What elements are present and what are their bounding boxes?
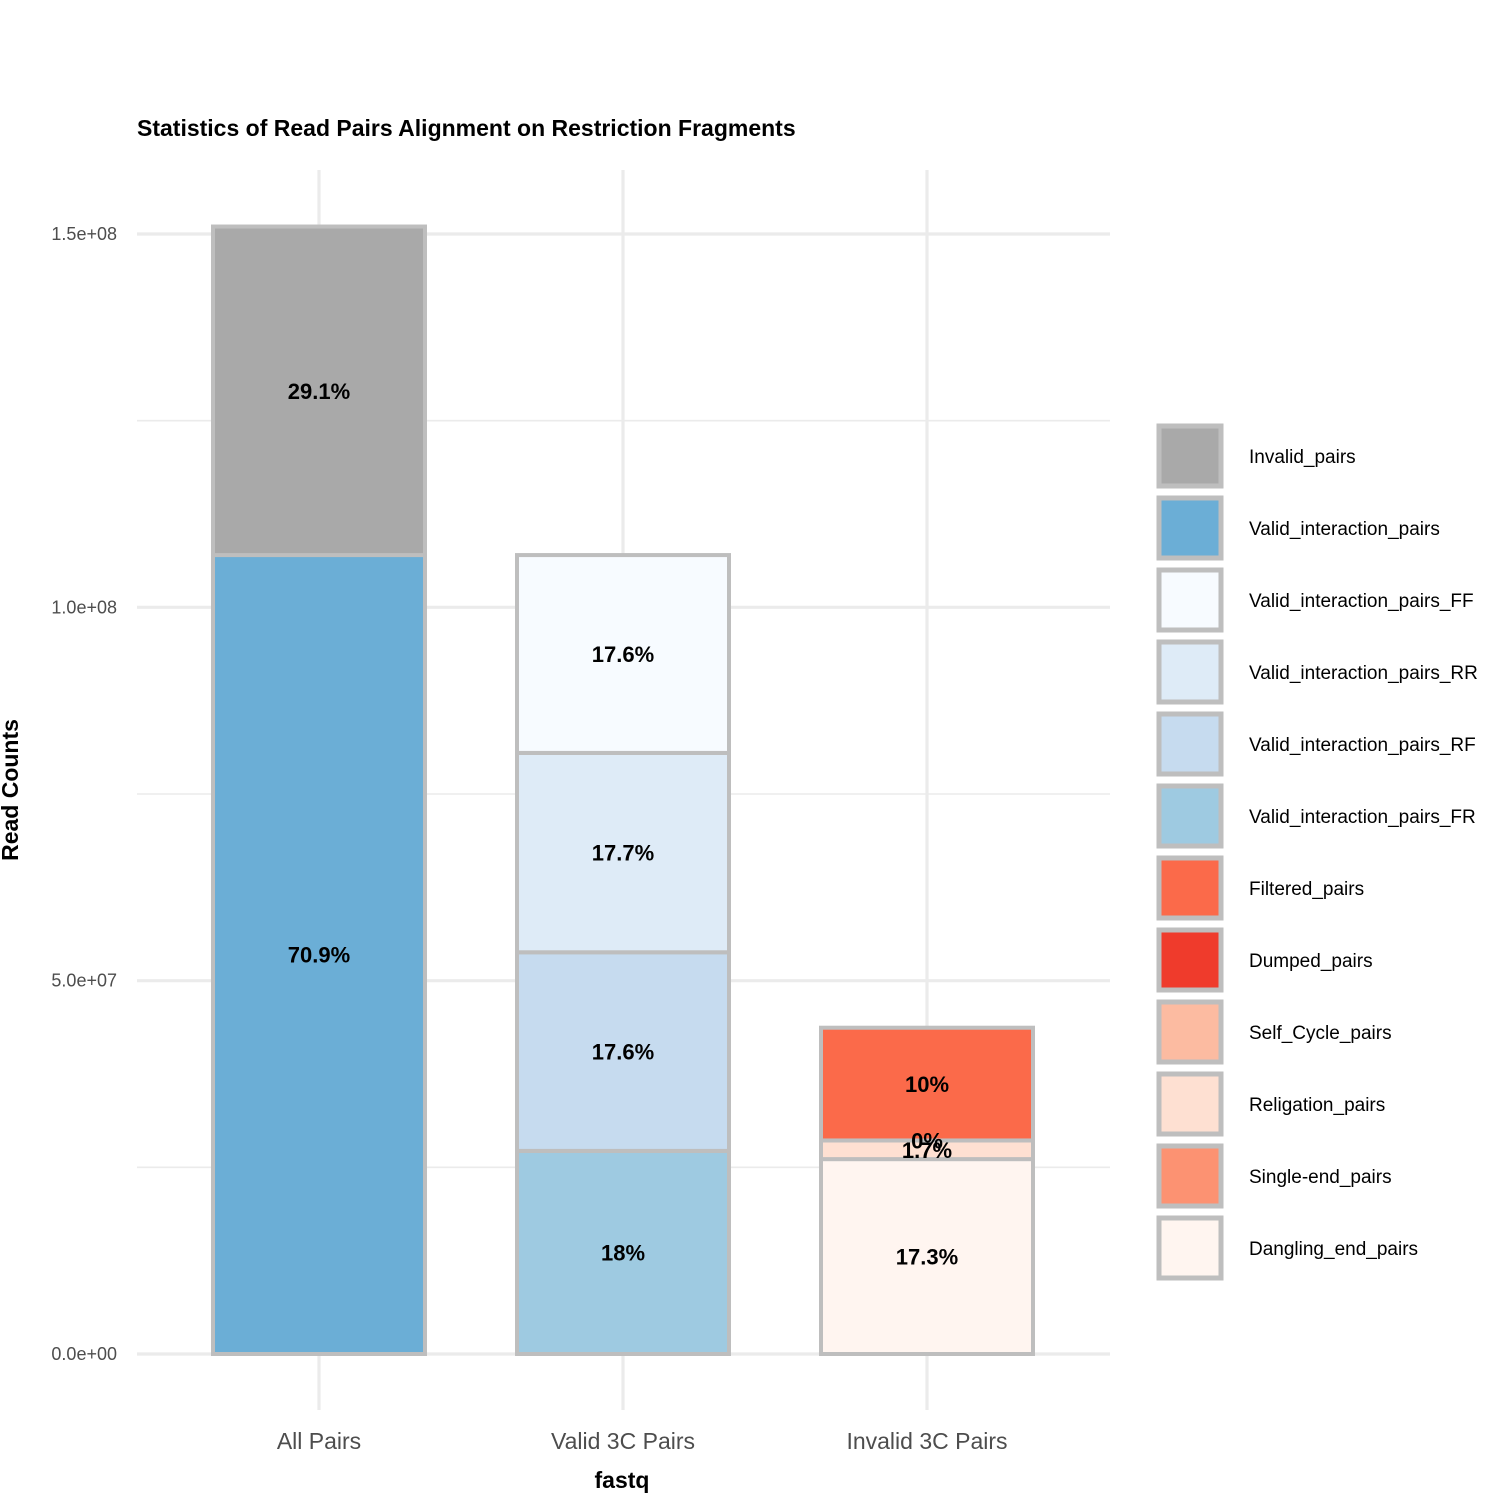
legend-label-dumped-pairs: Dumped_pairs — [1249, 951, 1373, 972]
x-axis-title: fastq — [595, 1467, 650, 1493]
data-label-invalid-3c-pairs-self-cycle-pairs: 0% — [911, 1128, 943, 1153]
data-label-invalid-3c-pairs-filtered-pairs: 10% — [905, 1072, 949, 1097]
legend-key-filtered-pairs — [1156, 855, 1224, 921]
bar-segment-valid-3c-pairs-valid-interaction-pairs-fr — [515, 1148, 731, 1356]
legend-label-self-cycle-pairs: Self_Cycle_pairs — [1249, 1023, 1392, 1044]
legend-label-valid-interaction-pairs-fr: Valid_interaction_pairs_FR — [1249, 807, 1476, 828]
legend-label-valid-interaction-pairs: Valid_interaction_pairs — [1249, 519, 1440, 540]
y-tick-label: 1.0e+08 — [51, 597, 117, 617]
data-label-valid-3c-pairs-valid-interaction-pairs-fr: 18% — [601, 1240, 645, 1265]
segment-labels: 70.9% 29.1% 18% 17.6% 17.7% 17.6% 17.3% 1.7%0% 1… — [288, 379, 958, 1270]
legend-key-valid-interaction-pairs-fr — [1156, 783, 1224, 849]
legend-key-invalid-pairs — [1156, 423, 1224, 489]
x-axis-ticks: All Pairs Valid 3C Pairs Invalid 3C Pairs — [277, 1428, 1008, 1454]
data-label-valid-3c-pairs-valid-interaction-pairs-ff: 17.6% — [592, 642, 654, 667]
data-label-valid-3c-pairs-valid-interaction-pairs-rf: 17.6% — [592, 1040, 654, 1065]
y-tick-label: 0.0e+00 — [51, 1344, 117, 1364]
legend-key-valid-interaction-pairs-rf — [1156, 711, 1224, 777]
y-axis-title: Read Counts — [0, 719, 23, 861]
legend-label-valid-interaction-pairs-rr: Valid_interaction_pairs_RR — [1249, 663, 1478, 684]
legend-label-religation-pairs: Religation_pairs — [1249, 1095, 1385, 1116]
legend-label-valid-interaction-pairs-ff: Valid_interaction_pairs_FF — [1249, 591, 1474, 612]
legend-label-invalid-pairs: Invalid_pairs — [1249, 447, 1356, 468]
legend-key-dumped-pairs — [1156, 927, 1224, 993]
bar-segment-valid-3c-pairs-valid-interaction-pairs-rf — [515, 950, 731, 1153]
bar-segment-invalid-3c-pairs-filtered-pairs — [819, 1025, 1035, 1143]
x-tick-label: Invalid 3C Pairs — [846, 1428, 1007, 1454]
legend-label-valid-interaction-pairs-rf: Valid_interaction_pairs_RF — [1249, 735, 1476, 756]
bar-segment-valid-3c-pairs-valid-interaction-pairs-ff — [515, 553, 731, 755]
data-label-valid-3c-pairs-valid-interaction-pairs-rr: 17.7% — [592, 841, 654, 866]
legend-label-single-end-pairs: Single-end_pairs — [1249, 1167, 1392, 1188]
data-label-all-pairs-invalid-pairs: 29.1% — [288, 379, 350, 404]
data-label-invalid-3c-pairs-dangling-end-pairs: 17.3% — [896, 1245, 958, 1270]
legend-label-filtered-pairs: Filtered_pairs — [1249, 879, 1364, 900]
legend-key-valid-interaction-pairs-ff — [1156, 567, 1224, 633]
bar-segment-valid-3c-pairs-valid-interaction-pairs-rr — [515, 750, 731, 955]
data-label-all-pairs-valid-interaction-pairs: 70.9% — [288, 943, 350, 968]
y-tick-label: 5.0e+07 — [51, 971, 117, 991]
y-tick-label: 1.5e+08 — [51, 224, 117, 244]
bar-segment-all-pairs-invalid-pairs — [211, 224, 427, 558]
legend-key-valid-interaction-pairs-rr — [1156, 639, 1224, 705]
legend-key-self-cycle-pairs — [1156, 999, 1224, 1065]
legend-key-single-end-pairs — [1156, 1143, 1224, 1209]
legend-label-dangling-end-pairs: Dangling_end_pairs — [1249, 1239, 1418, 1260]
x-tick-label: Valid 3C Pairs — [551, 1428, 695, 1454]
chart-title: Statistics of Read Pairs Alignment on Re… — [137, 115, 796, 141]
bars — [211, 224, 1035, 1356]
legend-key-valid-interaction-pairs — [1156, 495, 1224, 561]
bar-segment-invalid-3c-pairs-dangling-end-pairs — [819, 1157, 1035, 1356]
legend: Invalid_pairs Valid_interaction_pairs Vali… — [1156, 423, 1478, 1281]
x-tick-label: All Pairs — [277, 1428, 361, 1454]
legend-key-religation-pairs — [1156, 1071, 1224, 1137]
legend-key-dangling-end-pairs — [1156, 1215, 1224, 1281]
data-label-invalid-3c-pairs-religation-pairs: 1.7% — [902, 1138, 952, 1163]
y-axis-ticks: 0.0e+00 5.0e+07 1.0e+08 1.5e+08 — [51, 224, 117, 1364]
